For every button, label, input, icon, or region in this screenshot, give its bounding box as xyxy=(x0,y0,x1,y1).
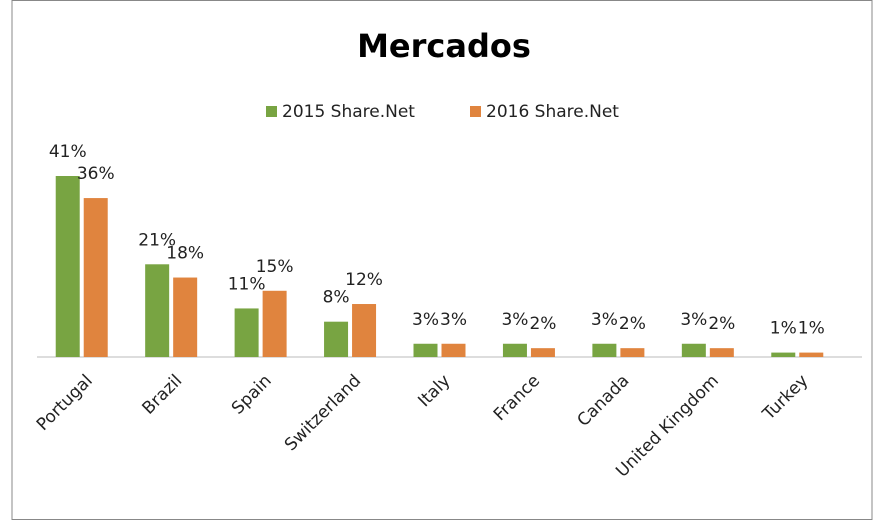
bar xyxy=(681,343,706,357)
legend-swatch xyxy=(266,106,277,117)
bar xyxy=(709,348,734,357)
bar xyxy=(173,277,198,357)
legend-label: 2016 Share.Net xyxy=(486,102,619,122)
bar xyxy=(324,321,349,357)
bar xyxy=(441,343,466,357)
value-label: 15% xyxy=(256,257,294,277)
bar xyxy=(83,198,108,357)
value-label: 8% xyxy=(323,288,350,308)
bar xyxy=(145,264,170,357)
value-label: 1% xyxy=(798,319,825,339)
value-label: 3% xyxy=(591,310,618,330)
value-label: 2% xyxy=(529,314,556,334)
bar xyxy=(620,348,645,357)
bar xyxy=(799,352,824,357)
value-label: 41% xyxy=(49,142,87,162)
value-label: 3% xyxy=(440,310,467,330)
chart-frame xyxy=(11,0,873,520)
value-label: 11% xyxy=(228,274,266,294)
value-label: 36% xyxy=(77,164,115,184)
value-label: 18% xyxy=(166,244,204,264)
bar xyxy=(592,343,617,357)
value-label: 1% xyxy=(770,319,797,339)
value-label: 2% xyxy=(619,314,646,334)
bar xyxy=(530,348,555,357)
bar xyxy=(771,352,796,357)
bar xyxy=(262,290,287,357)
bar xyxy=(55,176,80,357)
bar xyxy=(413,343,438,357)
value-label: 12% xyxy=(345,270,383,290)
bar xyxy=(352,304,377,357)
value-label: 3% xyxy=(501,310,528,330)
bar xyxy=(234,308,259,357)
bar xyxy=(502,343,527,357)
value-label: 21% xyxy=(138,230,176,250)
chart-title: Mercados xyxy=(357,27,531,65)
value-label: 3% xyxy=(680,310,707,330)
legend-label: 2015 Share.Net xyxy=(282,102,415,122)
legend-swatch xyxy=(470,106,481,117)
value-label: 3% xyxy=(412,310,439,330)
value-label: 2% xyxy=(708,314,735,334)
